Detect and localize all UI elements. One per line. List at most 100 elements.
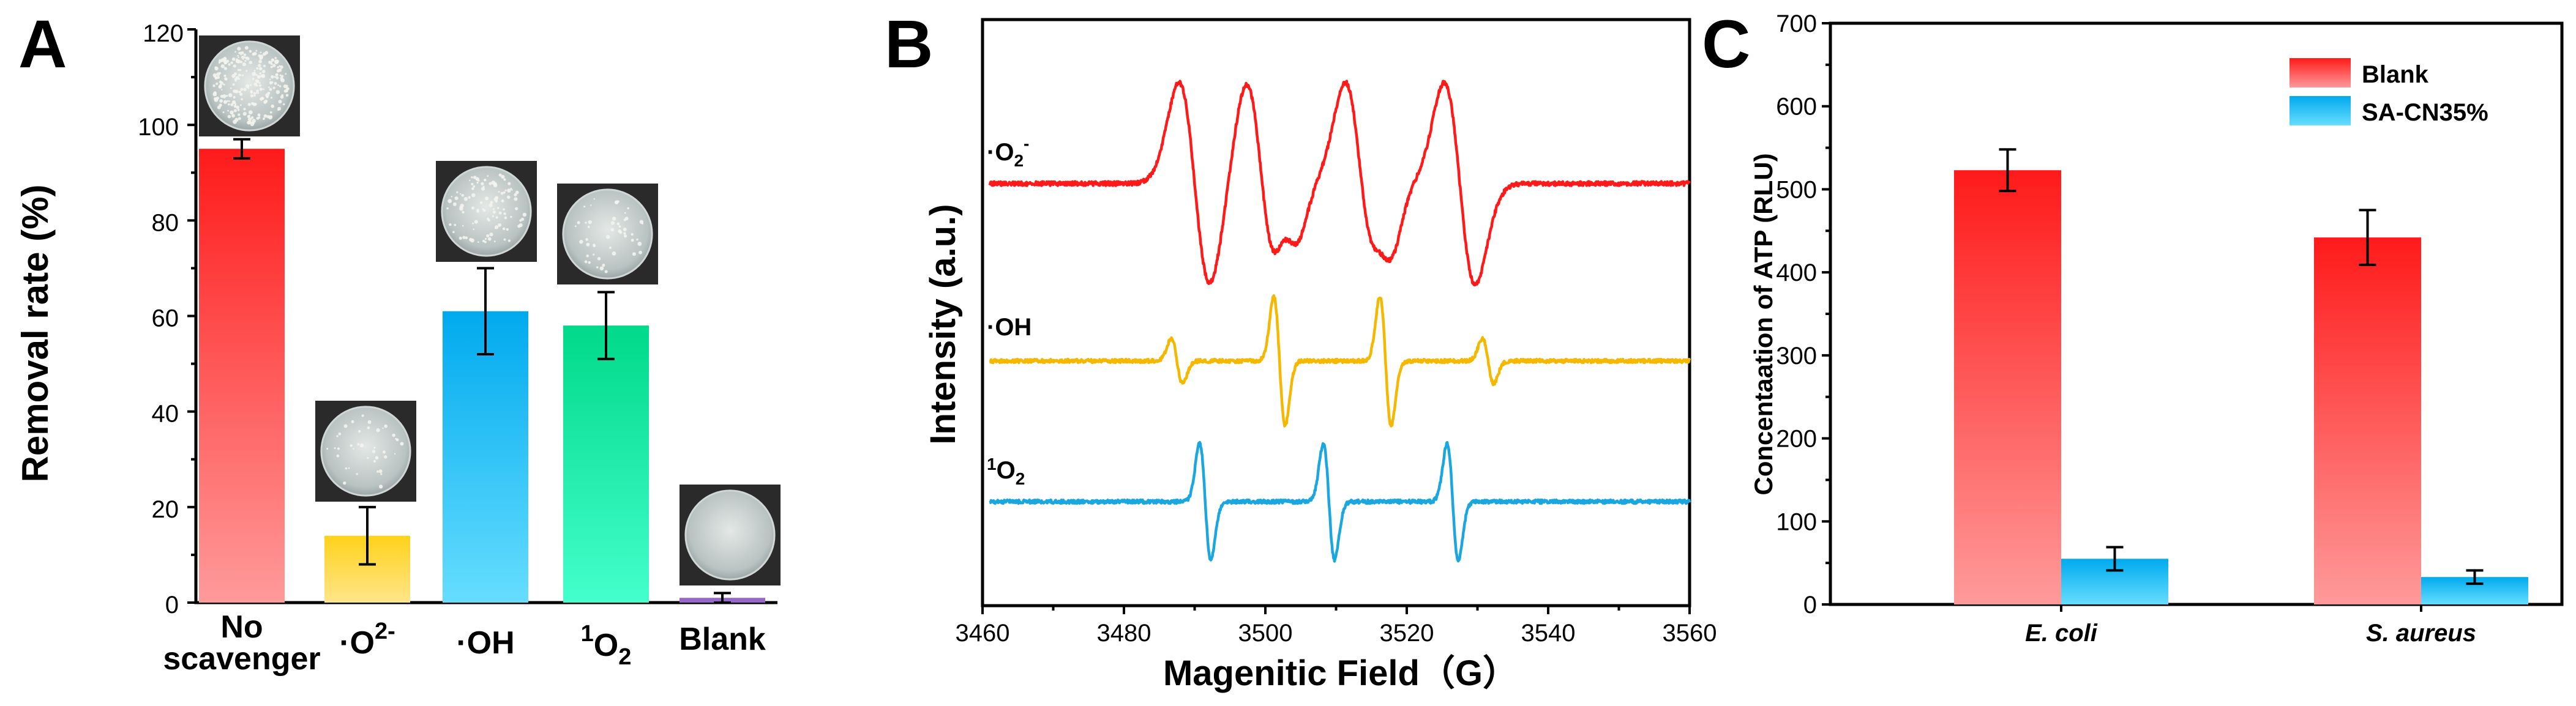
colony-dot: [605, 234, 610, 239]
colony-dot: [507, 182, 511, 185]
colony-dot: [487, 237, 492, 241]
colony-dot: [474, 220, 478, 224]
colony-dot: [345, 467, 348, 470]
colony-dot: [259, 87, 263, 91]
panel-c-ytick-label: 0: [1803, 592, 1817, 619]
colony-dot: [597, 257, 601, 261]
colony-dot: [623, 218, 626, 221]
colony-dot: [384, 455, 388, 459]
colony-dot: [343, 424, 348, 428]
colony-dot: [400, 442, 404, 446]
colony-dot: [277, 84, 279, 86]
colony-dot: [280, 65, 283, 69]
colony-dot: [274, 76, 276, 78]
plate-dish: [684, 489, 776, 581]
colony-dot: [619, 231, 623, 234]
colony-dot: [247, 115, 250, 118]
colony-dot: [244, 59, 247, 62]
colony-dot: [343, 481, 346, 485]
colony-dot: [506, 195, 511, 199]
colony-dot: [220, 58, 225, 62]
colony-dot: [249, 50, 252, 53]
colony-dot: [239, 61, 243, 64]
colony-dot: [247, 87, 250, 89]
colony-dot: [482, 185, 485, 188]
colony-dot: [222, 94, 227, 98]
colony-dot: [588, 261, 591, 264]
colony-dot: [468, 196, 471, 199]
panel-b-series-label: ·O2-: [987, 134, 1029, 170]
colony-dot: [517, 225, 521, 228]
few-colonies-plate-icon: [557, 184, 658, 284]
colony-dot: [472, 222, 474, 225]
colony-dot: [252, 119, 256, 123]
colony-dot: [263, 114, 268, 118]
panel-a-xlabel: ·O2-: [339, 619, 395, 661]
colony-dot: [463, 197, 468, 201]
colony-dot: [272, 86, 275, 89]
colony-dot: [471, 182, 474, 186]
colony-dot: [285, 73, 287, 75]
colony-dot: [247, 117, 252, 122]
panel-a-xlabel: ·OH: [456, 625, 514, 661]
colony-dot: [484, 237, 487, 240]
colony-dot: [224, 77, 228, 81]
colony-dot: [473, 228, 474, 231]
legend-label: Blank: [2362, 61, 2429, 88]
colony-dot: [623, 228, 627, 232]
colony-dot: [269, 78, 271, 81]
colony-dot: [515, 190, 519, 195]
colony-dot: [274, 82, 277, 85]
colony-dot: [212, 73, 217, 78]
colony-dot: [275, 90, 280, 94]
colony-dot: [244, 46, 249, 50]
colony-dot: [256, 84, 258, 87]
legend-label: SA-CN35%: [2362, 99, 2488, 126]
colony-dot: [503, 178, 506, 181]
colony-dot: [238, 56, 239, 59]
panel-b-spectrum-line: [989, 294, 1691, 428]
colony-dot: [230, 61, 233, 64]
colony-dot: [395, 438, 399, 442]
colony-dot: [255, 73, 258, 76]
colony-dot: [367, 426, 370, 429]
colony-dot: [465, 236, 468, 240]
colony-dot: [585, 221, 587, 224]
colony-dot: [382, 427, 384, 429]
colony-dot: [604, 270, 608, 273]
colony-dot: [258, 81, 261, 84]
colony-dot: [232, 83, 235, 86]
colony-dot: [247, 121, 251, 125]
colony-dot: [373, 459, 376, 463]
colony-dot: [498, 191, 500, 193]
colony-dot: [235, 76, 239, 80]
colony-dot: [286, 87, 290, 91]
colony-dot: [616, 222, 620, 226]
colony-dot: [593, 198, 595, 200]
colony-dot: [351, 420, 354, 423]
colony-dot: [459, 236, 462, 240]
colony-dot: [241, 98, 244, 101]
colony-dot: [490, 201, 493, 204]
label-pre: 1: [987, 455, 997, 474]
colony-dot: [231, 114, 235, 118]
colony-dot: [616, 200, 620, 203]
panel-c-bars: [1954, 148, 2528, 605]
colony-dot: [492, 208, 495, 210]
panel-a-error-bar: [714, 592, 731, 604]
colony-dot: [378, 485, 383, 489]
colony-dot: [231, 57, 236, 61]
colony-dot: [460, 203, 465, 208]
panel-b-xtick-label: 3500: [1238, 620, 1293, 647]
panel-c-xtick-label: E. coli: [2025, 620, 2098, 647]
colony-dot: [283, 84, 288, 89]
colony-dot: [636, 238, 638, 241]
colony-dot: [243, 87, 247, 91]
panel-a-error-bar: [233, 138, 250, 160]
colony-dot: [236, 105, 240, 110]
colony-dot: [245, 70, 248, 72]
colony-dot: [228, 63, 231, 66]
colony-dot: [498, 211, 502, 215]
